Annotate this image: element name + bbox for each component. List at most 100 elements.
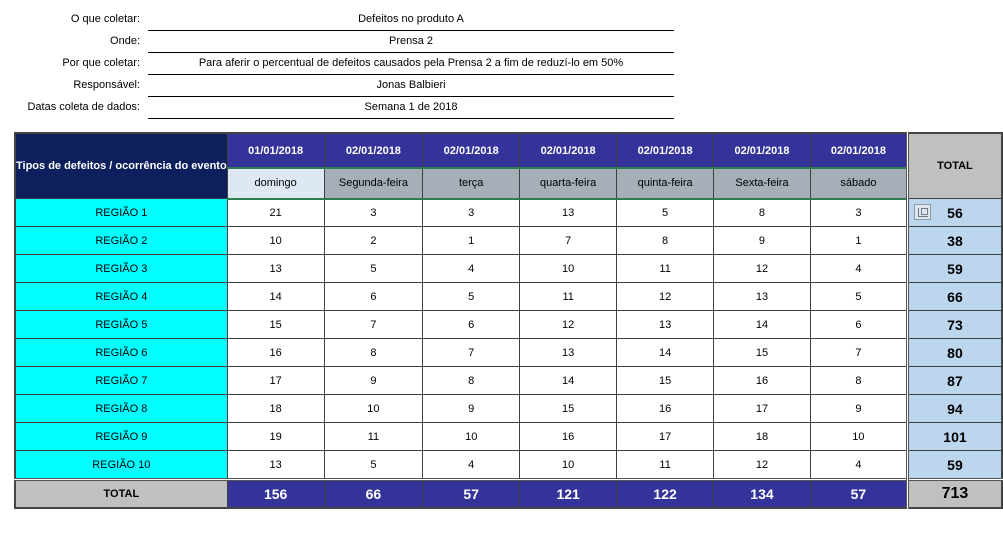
count-cell[interactable]: 14 bbox=[616, 338, 715, 367]
count-cell[interactable]: 13 bbox=[616, 310, 715, 339]
column-total-cell[interactable]: 57 bbox=[809, 478, 908, 509]
weekday-cell[interactable]: Sexta-feira bbox=[713, 167, 811, 200]
count-cell[interactable]: 10 bbox=[809, 422, 908, 451]
row-total-cell[interactable]: 38 bbox=[905, 226, 1003, 255]
row-total-cell[interactable]: 94 bbox=[905, 394, 1003, 423]
count-cell[interactable]: 9 bbox=[422, 394, 521, 423]
date-header[interactable]: 02/01/2018 bbox=[616, 132, 715, 169]
date-header[interactable]: 02/01/2018 bbox=[809, 132, 908, 169]
count-cell[interactable]: 4 bbox=[809, 254, 908, 283]
count-cell[interactable]: 16 bbox=[713, 366, 811, 395]
count-cell[interactable]: 6 bbox=[323, 282, 424, 311]
info-value[interactable]: Jonas Balbieri bbox=[148, 79, 674, 97]
region-label-cell[interactable]: REGIÃO 3 bbox=[14, 254, 228, 283]
count-cell[interactable]: 5 bbox=[809, 282, 908, 311]
weekday-cell[interactable]: terça bbox=[422, 167, 521, 200]
count-cell[interactable]: 7 bbox=[809, 338, 908, 367]
count-cell[interactable]: 17 bbox=[226, 366, 325, 395]
row-total-cell[interactable]: 59 bbox=[905, 254, 1003, 283]
weekday-cell[interactable]: quinta-feira bbox=[616, 167, 715, 200]
count-cell[interactable]: 9 bbox=[713, 226, 811, 255]
region-label-cell[interactable]: REGIÃO 6 bbox=[14, 338, 228, 367]
count-cell[interactable]: 12 bbox=[616, 282, 715, 311]
region-label-cell[interactable]: REGIÃO 9 bbox=[14, 422, 228, 451]
count-cell[interactable]: 17 bbox=[713, 394, 811, 423]
count-cell[interactable]: 1 bbox=[422, 226, 521, 255]
region-label-cell[interactable]: REGIÃO 1 bbox=[14, 198, 228, 227]
count-cell[interactable]: 9 bbox=[809, 394, 908, 423]
count-cell[interactable]: 3 bbox=[809, 198, 908, 227]
region-label-cell[interactable]: REGIÃO 10 bbox=[14, 450, 228, 480]
count-cell[interactable]: 13 bbox=[519, 338, 618, 367]
count-cell[interactable]: 7 bbox=[422, 338, 521, 367]
count-cell[interactable]: 10 bbox=[226, 226, 325, 255]
count-cell[interactable]: 15 bbox=[616, 366, 715, 395]
count-cell[interactable]: 9 bbox=[323, 366, 424, 395]
count-cell[interactable]: 8 bbox=[809, 366, 908, 395]
row-total-cell[interactable]: 80 bbox=[905, 338, 1003, 367]
count-cell[interactable]: 4 bbox=[422, 450, 521, 480]
count-cell[interactable]: 12 bbox=[713, 254, 811, 283]
count-cell[interactable]: 15 bbox=[226, 310, 325, 339]
count-cell[interactable]: 18 bbox=[713, 422, 811, 451]
count-cell[interactable]: 3 bbox=[323, 198, 424, 227]
count-cell[interactable]: 2 bbox=[323, 226, 424, 255]
region-label-cell[interactable]: REGIÃO 8 bbox=[14, 394, 228, 423]
weekday-cell[interactable]: quarta-feira bbox=[519, 167, 618, 200]
count-cell[interactable]: 1 bbox=[809, 226, 908, 255]
weekday-cell[interactable]: Segunda-feira bbox=[323, 167, 424, 200]
column-total-cell[interactable]: 57 bbox=[422, 478, 521, 509]
count-cell[interactable]: 11 bbox=[519, 282, 618, 311]
count-cell[interactable]: 8 bbox=[323, 338, 424, 367]
count-cell[interactable]: 14 bbox=[713, 310, 811, 339]
region-label-cell[interactable]: REGIÃO 2 bbox=[14, 226, 228, 255]
total-header[interactable]: TOTAL bbox=[905, 132, 1003, 199]
info-value[interactable]: Semana 1 de 2018 bbox=[148, 101, 674, 119]
count-cell[interactable]: 8 bbox=[713, 198, 811, 227]
column-total-cell[interactable]: 134 bbox=[713, 478, 811, 509]
count-cell[interactable]: 7 bbox=[323, 310, 424, 339]
date-header[interactable]: 02/01/2018 bbox=[713, 132, 811, 169]
column-total-cell[interactable]: 121 bbox=[519, 478, 618, 509]
count-cell[interactable]: 10 bbox=[422, 422, 521, 451]
count-cell[interactable]: 14 bbox=[226, 282, 325, 311]
count-cell[interactable]: 5 bbox=[323, 450, 424, 480]
grand-total-cell[interactable]: 713 bbox=[905, 478, 1003, 509]
count-cell[interactable]: 7 bbox=[519, 226, 618, 255]
count-cell[interactable]: 4 bbox=[422, 254, 521, 283]
count-cell[interactable]: 11 bbox=[616, 254, 715, 283]
row-total-cell[interactable]: 87 bbox=[905, 366, 1003, 395]
date-header[interactable]: 01/01/2018 bbox=[226, 132, 325, 169]
count-cell[interactable]: 17 bbox=[616, 422, 715, 451]
count-cell[interactable]: 5 bbox=[323, 254, 424, 283]
row-total-cell[interactable]: 59 bbox=[905, 450, 1003, 480]
date-header[interactable]: 02/01/2018 bbox=[519, 132, 618, 169]
date-header[interactable]: 02/01/2018 bbox=[323, 132, 424, 169]
count-cell[interactable]: 10 bbox=[323, 394, 424, 423]
count-cell[interactable]: 21 bbox=[226, 198, 325, 227]
count-cell[interactable]: 6 bbox=[422, 310, 521, 339]
count-cell[interactable]: 16 bbox=[616, 394, 715, 423]
paste-options-icon[interactable] bbox=[913, 204, 931, 220]
count-cell[interactable]: 15 bbox=[519, 394, 618, 423]
column-total-cell[interactable]: 122 bbox=[616, 478, 715, 509]
count-cell[interactable]: 8 bbox=[422, 366, 521, 395]
weekday-cell[interactable]: sábado bbox=[809, 167, 909, 200]
row-total-cell[interactable]: 73 bbox=[905, 310, 1003, 339]
count-cell[interactable]: 6 bbox=[809, 310, 908, 339]
count-cell[interactable]: 13 bbox=[519, 198, 618, 227]
row-total-cell[interactable]: 56 bbox=[905, 198, 1003, 227]
info-value[interactable]: Para aferir o percentual de defeitos cau… bbox=[148, 57, 674, 75]
count-cell[interactable]: 12 bbox=[519, 310, 618, 339]
count-cell[interactable]: 3 bbox=[422, 198, 521, 227]
count-cell[interactable]: 12 bbox=[713, 450, 811, 480]
region-label-cell[interactable]: REGIÃO 7 bbox=[14, 366, 228, 395]
count-cell[interactable]: 18 bbox=[226, 394, 325, 423]
info-value[interactable]: Defeitos no produto A bbox=[148, 13, 674, 31]
total-row-label[interactable]: TOTAL bbox=[14, 478, 228, 509]
date-header[interactable]: 02/01/2018 bbox=[422, 132, 521, 169]
defect-type-header[interactable]: Tipos de defeitos / ocorrência do evento bbox=[14, 132, 228, 199]
count-cell[interactable]: 14 bbox=[519, 366, 618, 395]
row-total-cell[interactable]: 101 bbox=[905, 422, 1003, 451]
region-label-cell[interactable]: REGIÃO 5 bbox=[14, 310, 228, 339]
